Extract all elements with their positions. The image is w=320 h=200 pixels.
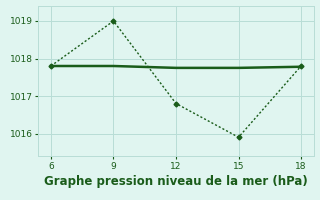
X-axis label: Graphe pression niveau de la mer (hPa): Graphe pression niveau de la mer (hPa) xyxy=(44,175,308,188)
